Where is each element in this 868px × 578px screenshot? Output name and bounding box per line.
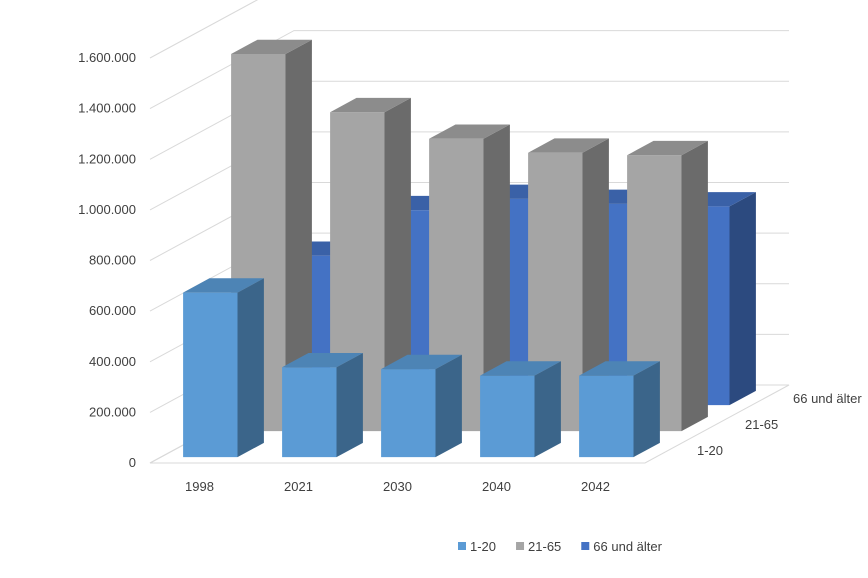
legend: 1-20 21-65 66 und älter (458, 539, 663, 554)
legend-swatch (458, 542, 466, 550)
legend-item: 66 und älter (581, 539, 663, 554)
x-tick-label: 1998 (185, 479, 214, 494)
x-tick-label: 2030 (383, 479, 412, 494)
y-axis-tick-labels: 0 200.000 400.000 600.000 800.000 1.000.000 1.… (78, 50, 136, 470)
y-tick-label: 600.000 (89, 303, 136, 318)
y-tick-label: 1.000.000 (78, 202, 136, 217)
x-tick-label: 2021 (284, 479, 313, 494)
y-tick-label: 1.200.000 (78, 151, 136, 166)
bar-1-20-2040 (480, 361, 561, 458)
x-axis-tick-labels: 1998 2021 2030 2040 2042 (185, 479, 610, 494)
legend-swatch (581, 542, 590, 550)
depth-axis-labels: 1-20 21-65 66 und älter (697, 391, 862, 458)
bars (183, 39, 756, 458)
legend-label: 1-20 (470, 539, 496, 554)
y-tick-label: 400.000 (89, 354, 136, 369)
legend-label: 21-65 (528, 539, 561, 554)
gridline (149, 0, 259, 59)
bar-1-20-2021 (282, 353, 363, 458)
depth-tick-label: 66 und älter (793, 391, 862, 406)
y-tick-label: 1.400.000 (78, 101, 136, 116)
legend-label: 66 und älter (593, 539, 662, 554)
legend-swatch (516, 542, 525, 550)
y-tick-label: 800.000 (89, 253, 136, 268)
depth-tick-label: 1-20 (697, 443, 723, 458)
y-tick-label: 200.000 (89, 404, 136, 419)
bar-1-20-2030 (381, 354, 462, 458)
y-tick-label: 1.600.000 (78, 50, 136, 65)
x-tick-label: 2040 (482, 479, 511, 494)
bar-1-20-2042 (579, 361, 660, 458)
x-tick-label: 2042 (581, 479, 610, 494)
legend-item: 1-20 (458, 539, 496, 554)
bar-21-65-2021 (330, 97, 411, 432)
y-tick-label: 0 (129, 455, 136, 470)
legend-item: 21-65 (516, 539, 561, 554)
depth-tick-label: 21-65 (745, 417, 778, 432)
bar-1-20-1998 (183, 278, 264, 458)
gridline (149, 30, 789, 110)
